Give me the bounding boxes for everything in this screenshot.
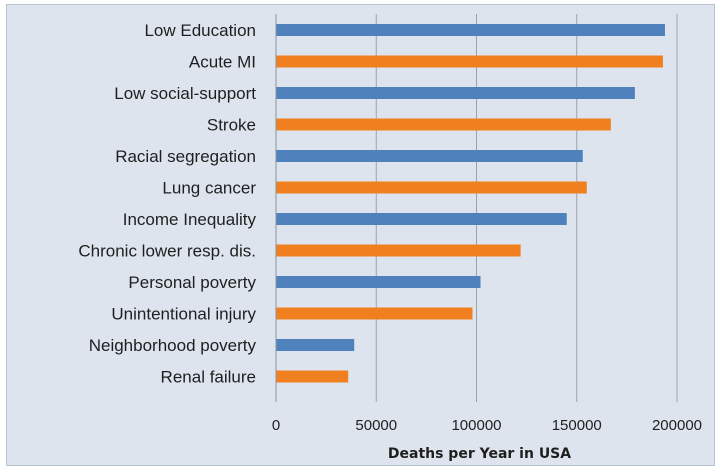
x-tick-label: 100000 bbox=[451, 417, 501, 434]
bar bbox=[276, 244, 521, 257]
bar bbox=[276, 55, 663, 68]
category-label: Low social-support bbox=[114, 84, 256, 103]
category-label: Lung cancer bbox=[162, 179, 256, 198]
category-label: Income Inequality bbox=[123, 210, 257, 229]
x-tick-label: 0 bbox=[272, 417, 280, 434]
bar bbox=[276, 213, 567, 225]
category-label: Personal poverty bbox=[128, 273, 256, 292]
bar bbox=[276, 24, 665, 36]
category-label: Acute MI bbox=[189, 53, 256, 72]
category-label: Renal failure bbox=[161, 368, 256, 387]
x-axis-title: Deaths per Year in USA bbox=[388, 446, 571, 462]
bar bbox=[276, 150, 583, 162]
category-labels: Low Education Acute MI Low social-support S… bbox=[78, 21, 256, 387]
bar bbox=[276, 276, 481, 288]
x-tick-label: 150000 bbox=[552, 417, 602, 434]
bar bbox=[276, 370, 349, 383]
category-label: Neighborhood poverty bbox=[89, 336, 257, 355]
bar bbox=[276, 307, 473, 320]
bar bbox=[276, 87, 635, 99]
bar bbox=[276, 118, 611, 131]
bar bbox=[276, 339, 355, 351]
gridlines bbox=[375, 14, 678, 402]
category-label: Stroke bbox=[207, 116, 256, 135]
x-tick-labels: 0 50000 100000 150000 200000 bbox=[272, 417, 702, 434]
category-label: Unintentional injury bbox=[111, 305, 256, 324]
category-label: Chronic lower resp. dis. bbox=[78, 242, 256, 261]
chart-background bbox=[6, 4, 715, 466]
x-tick-label: 50000 bbox=[355, 417, 397, 434]
x-tick-label: 200000 bbox=[652, 417, 702, 434]
category-label: Racial segregation bbox=[115, 147, 256, 166]
category-label: Low Education bbox=[144, 21, 256, 40]
bars bbox=[276, 24, 665, 383]
bar bbox=[276, 181, 587, 194]
